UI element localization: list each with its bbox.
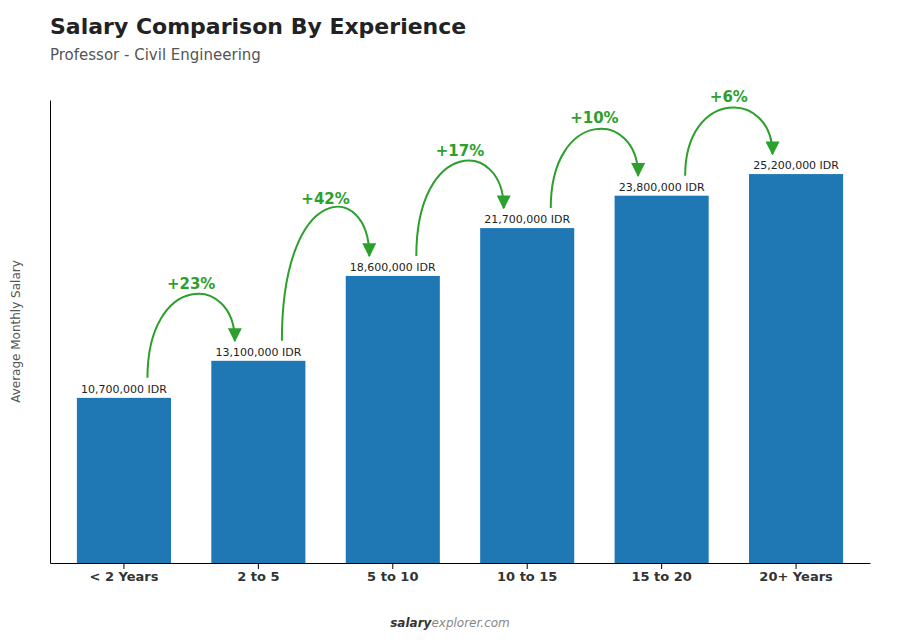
subtitle: Professor - Civil Engineering — [50, 46, 261, 64]
data-label: 23,800,000 IDR — [619, 181, 705, 194]
y-axis-title: Average Monthly Salary — [9, 260, 23, 403]
x-tick: 10 to 15 — [497, 563, 557, 584]
data-label: 10,700,000 IDR — [81, 383, 167, 396]
x-tick-mark — [392, 563, 393, 569]
x-tick-label: < 2 Years — [89, 569, 158, 584]
bars — [77, 174, 843, 563]
annotation: +6% — [710, 88, 748, 106]
chart: Salary Comparison By Experience Professor… — [0, 0, 900, 641]
data-label: 21,700,000 IDR — [484, 213, 570, 226]
arrow — [551, 129, 638, 208]
x-tick: 2 to 5 — [237, 563, 279, 584]
x-tick-label: 5 to 10 — [367, 569, 418, 584]
bar — [615, 196, 709, 563]
footer-part: explorer.com — [431, 616, 509, 630]
arrow — [147, 294, 234, 378]
bar — [211, 361, 305, 563]
bar — [480, 228, 574, 563]
x-axis-line — [51, 563, 871, 564]
x-axis: < 2 Years 2 to 5 5 to 10 10 to 15 15 to 20 20… — [51, 563, 871, 584]
x-tick-mark — [123, 563, 124, 569]
bar — [77, 398, 171, 563]
annotations: +23% +42% +17% +10% +6% — [167, 88, 748, 293]
footer-part: salary — [390, 616, 432, 630]
x-tick-label: 2 to 5 — [237, 569, 279, 584]
x-tick-label: 20+ Years — [759, 569, 833, 584]
title: Salary Comparison By Experience — [50, 14, 466, 39]
arrow — [416, 161, 503, 256]
arrows — [147, 107, 772, 377]
bar — [749, 174, 843, 563]
x-tick-mark — [527, 563, 528, 569]
annotation: +10% — [570, 109, 618, 127]
y-axis — [50, 101, 51, 564]
x-tick: 15 to 20 — [631, 563, 691, 584]
x-tick: 5 to 10 — [367, 563, 418, 584]
x-tick-mark — [258, 563, 259, 569]
x-tick: 20+ Years — [759, 563, 833, 584]
data-label: 25,200,000 IDR — [753, 159, 839, 172]
annotation: +23% — [167, 275, 215, 293]
x-tick-label: 15 to 20 — [631, 569, 691, 584]
footer: salaryexplorer.com — [390, 616, 510, 630]
x-tick: < 2 Years — [89, 563, 158, 584]
data-label: 18,600,000 IDR — [350, 261, 436, 274]
x-tick-label: 10 to 15 — [497, 569, 557, 584]
data-label: 13,100,000 IDR — [215, 346, 301, 359]
y-axis-line — [50, 101, 51, 564]
bar — [346, 276, 440, 563]
x-tick-mark — [661, 563, 662, 569]
x-tick-mark — [796, 563, 797, 569]
data-labels: 10,700,000 IDR 13,100,000 IDR 18,600,000 I… — [81, 159, 839, 396]
annotation: +42% — [301, 190, 349, 208]
annotation: +17% — [436, 142, 484, 160]
plot: < 2 Years 2 to 5 5 to 10 10 to 15 15 to 20 20… — [51, 88, 871, 584]
